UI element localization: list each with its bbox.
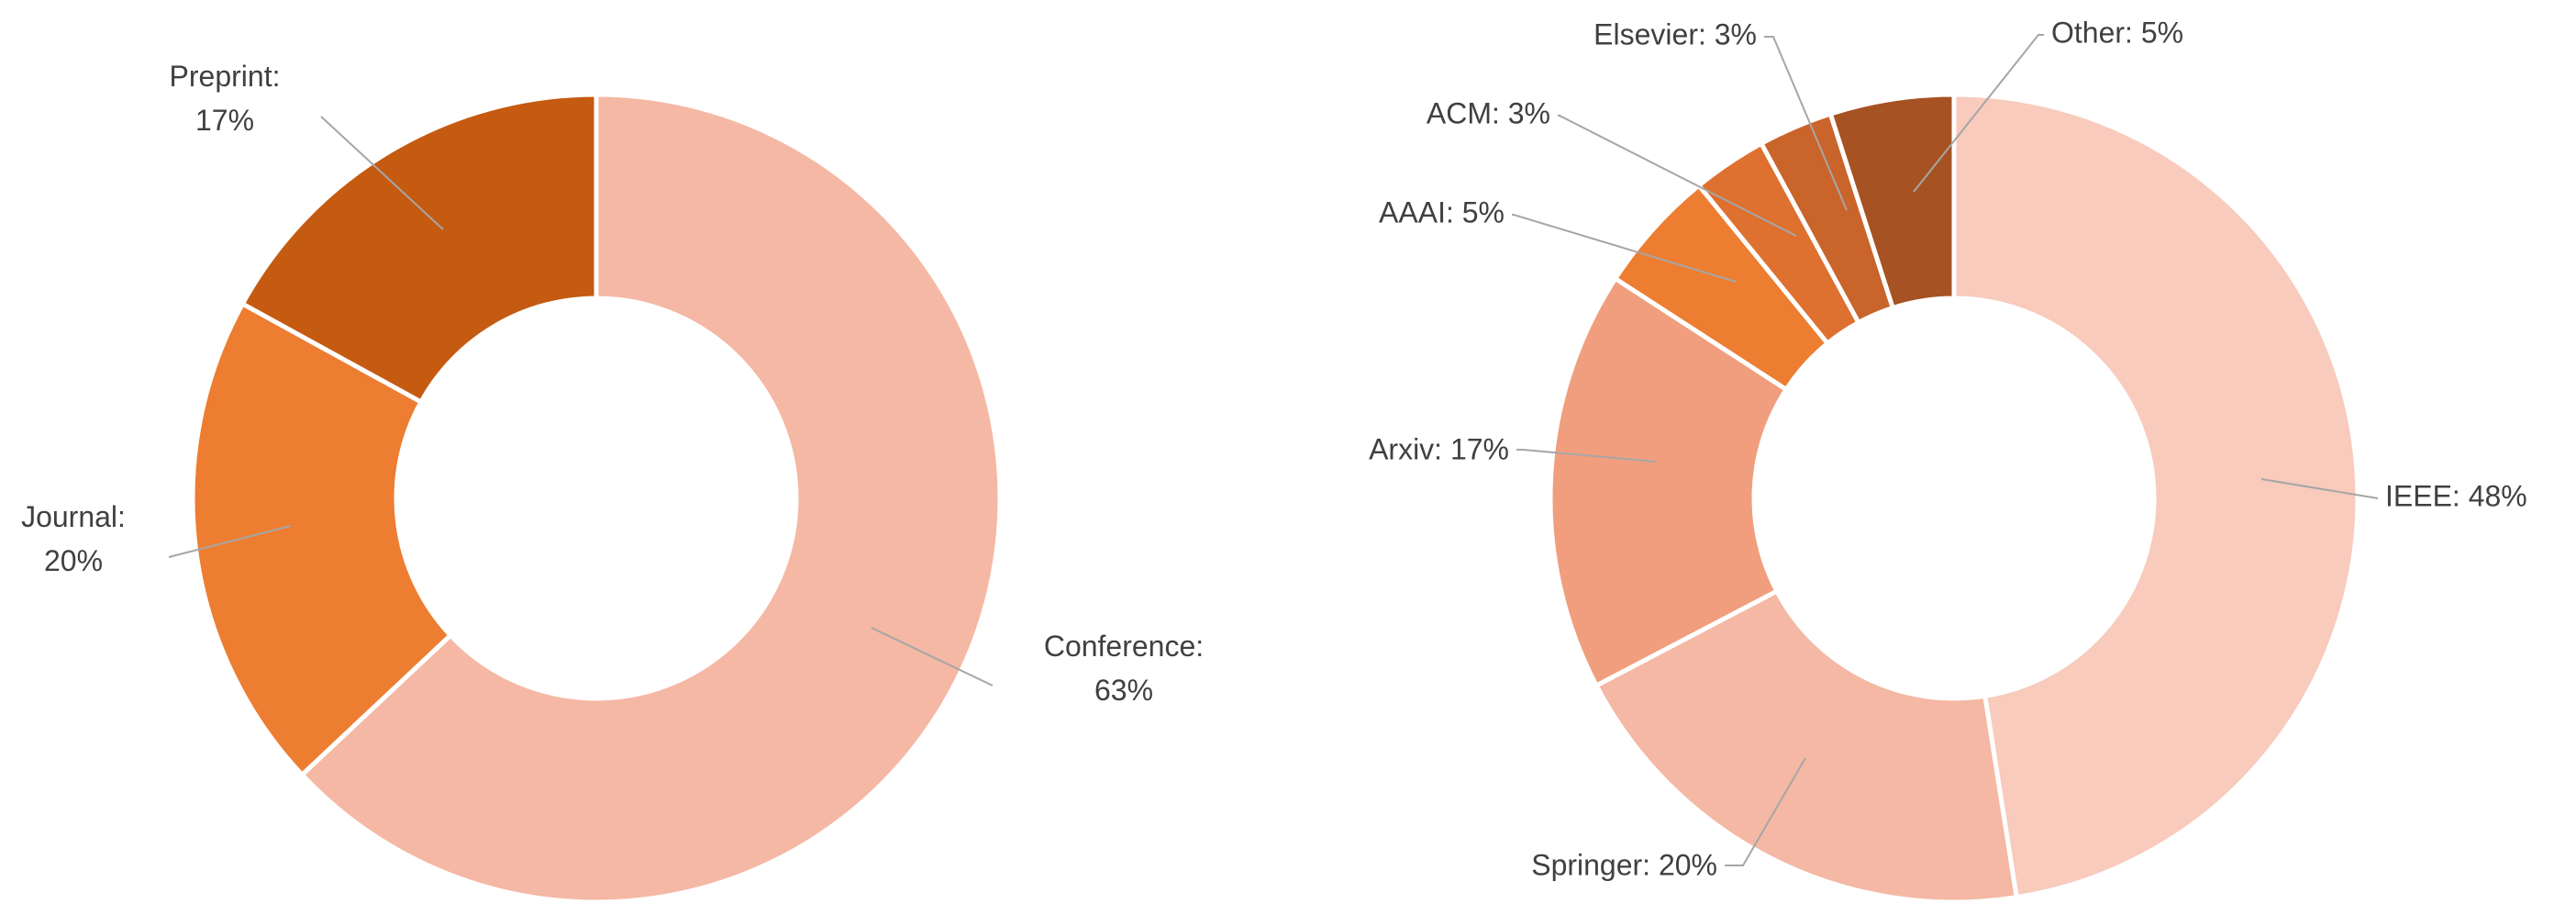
donut-slice-ieee[interactable] bbox=[1951, 92, 2360, 900]
donut-slice-preprint[interactable] bbox=[239, 92, 599, 406]
leader-line-aaai bbox=[1512, 214, 1737, 283]
data-label-name: Journal: bbox=[21, 500, 126, 533]
data-label-percent: 20% bbox=[44, 544, 103, 577]
data-label-aaai: AAAI: 5% bbox=[1379, 195, 1505, 229]
leader-line-elsevier bbox=[1764, 36, 1848, 211]
data-label-preprint: Preprint: 17% bbox=[170, 60, 281, 137]
data-label-name: Preprint: bbox=[170, 60, 281, 93]
data-label-percent: 63% bbox=[1094, 674, 1153, 707]
data-label-conference: Conference: 63% bbox=[1044, 630, 1204, 707]
donut-slice-conference[interactable] bbox=[298, 92, 1003, 905]
leader-line-preprint bbox=[320, 116, 444, 230]
leader-line-acm bbox=[1558, 115, 1797, 237]
leader-lines bbox=[1512, 34, 2379, 866]
data-label-other: Other: 5% bbox=[2051, 16, 2183, 49]
data-label-acm: ACM: 3% bbox=[1427, 96, 1550, 129]
publisher-donut-chart: IEEE: 48% Springer: 20% Arxiv: 17% AAAI: 5%… bbox=[1369, 16, 2527, 905]
data-label-ieee: IEEE: 48% bbox=[2385, 479, 2527, 512]
donut-slice-other[interactable] bbox=[1827, 92, 1957, 311]
data-labels: IEEE: 48% Springer: 20% Arxiv: 17% AAAI: 5%… bbox=[1369, 16, 2527, 881]
data-label-percent: 17% bbox=[195, 104, 254, 137]
leader-line-ieee bbox=[2260, 478, 2379, 499]
data-labels: Conference: 63% Journal: 20% Preprint: 17% bbox=[21, 60, 1204, 707]
data-label-journal: Journal: 20% bbox=[21, 500, 126, 577]
leader-line-other bbox=[1913, 34, 2044, 193]
leader-lines bbox=[168, 116, 994, 686]
leader-line-journal bbox=[168, 525, 292, 558]
data-label-elsevier: Elsevier: 3% bbox=[1593, 17, 1757, 50]
leader-line-arxiv bbox=[1516, 449, 1657, 463]
leader-line-springer bbox=[1725, 757, 1806, 866]
data-label-arxiv: Arxiv: 17% bbox=[1369, 432, 1509, 465]
data-label-name: Conference: bbox=[1044, 630, 1204, 663]
donut-slice-springer[interactable] bbox=[1593, 587, 2020, 905]
leader-line-conference bbox=[871, 627, 994, 686]
publication-type-donut-chart: Conference: 63% Journal: 20% Preprint: 17% bbox=[21, 60, 1204, 905]
donut-slice-arxiv[interactable] bbox=[1548, 275, 1790, 689]
donut-slice-journal[interactable] bbox=[190, 300, 454, 778]
data-label-springer: Springer: 20% bbox=[1531, 848, 1717, 881]
